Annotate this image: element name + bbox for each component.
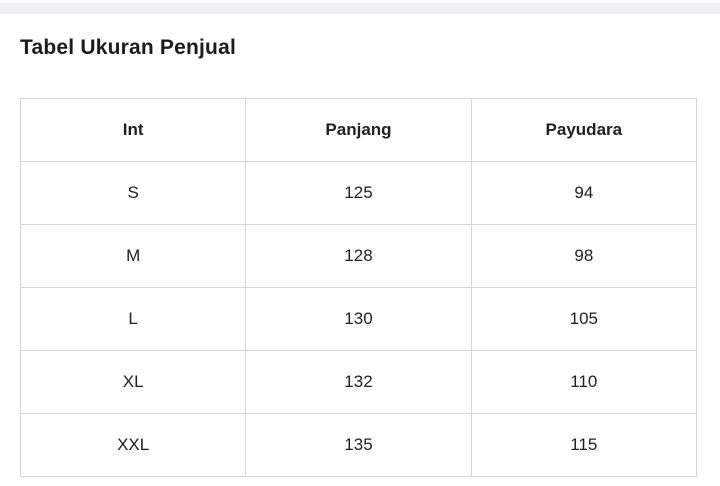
cell-size: XXL <box>19 413 247 477</box>
cell-size: XL <box>19 350 247 414</box>
column-header-payudara: Payudara <box>470 98 698 162</box>
cell-payudara: 105 <box>470 287 698 351</box>
cell-panjang: 130 <box>245 287 472 351</box>
cell-panjang: 125 <box>245 161 472 225</box>
cell-size: L <box>19 287 247 351</box>
size-table: Int Panjang Payudara S 125 94 M 128 98 L… <box>19 98 698 477</box>
cell-payudara: 110 <box>470 350 698 414</box>
table-row: S 125 94 <box>19 161 698 225</box>
cell-panjang: 135 <box>245 413 472 477</box>
table-row: XXL 135 115 <box>19 413 698 477</box>
top-divider-band <box>0 3 720 14</box>
table-header-row: Int Panjang Payudara <box>19 98 698 162</box>
cell-panjang: 128 <box>245 224 472 288</box>
table-row: L 130 105 <box>19 287 698 351</box>
cell-payudara: 98 <box>470 224 698 288</box>
page-title: Tabel Ukuran Penjual <box>20 36 236 59</box>
cell-size: S <box>19 161 247 225</box>
table-row: XL 132 110 <box>19 350 698 414</box>
cell-panjang: 132 <box>245 350 472 414</box>
cell-payudara: 94 <box>470 161 698 225</box>
column-header-int: Int <box>19 98 247 162</box>
cell-size: M <box>19 224 247 288</box>
table-row: M 128 98 <box>19 224 698 288</box>
cell-payudara: 115 <box>470 413 698 477</box>
column-header-panjang: Panjang <box>245 98 472 162</box>
